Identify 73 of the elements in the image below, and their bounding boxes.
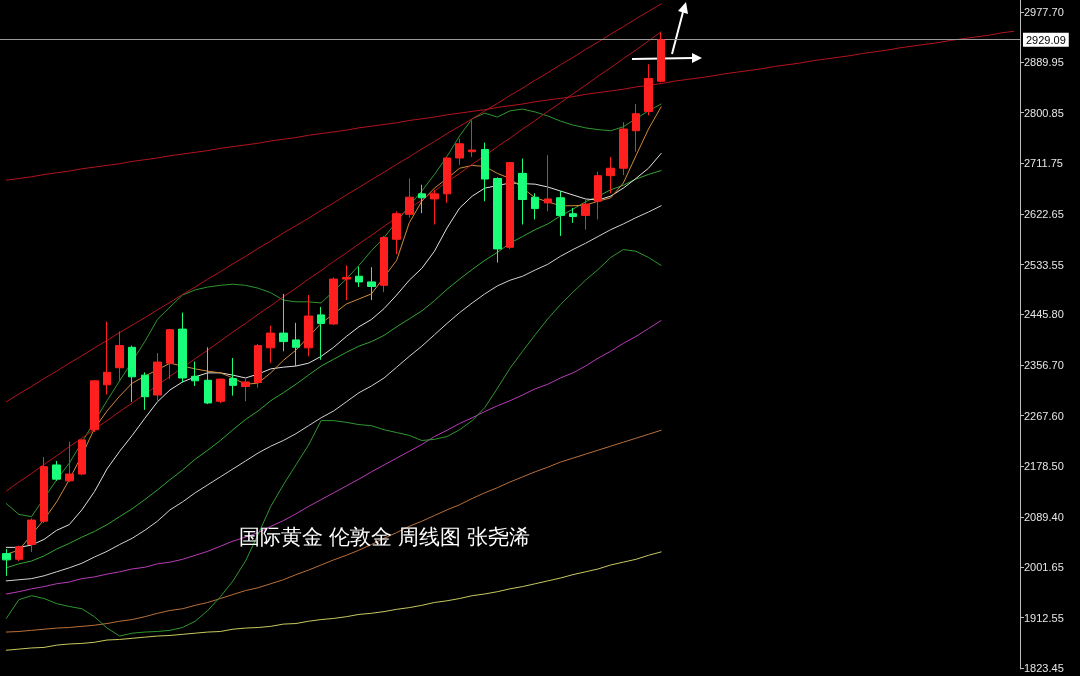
candlestick <box>468 120 476 158</box>
candlestick <box>254 343 262 389</box>
candlestick <box>518 158 527 226</box>
candlestick <box>506 161 514 250</box>
candlestick <box>40 456 48 524</box>
candlestick <box>418 184 426 214</box>
candlestick <box>531 192 539 220</box>
text: 国际黄金 伦敦金 周线图 张尧浠 <box>239 525 530 548</box>
candlestick <box>493 176 502 264</box>
y-tick-label: 1823.45 <box>1024 662 1064 675</box>
candlestick <box>78 438 86 476</box>
ref-line-label: 2929.09 <box>1026 33 1066 46</box>
candlestick <box>65 441 74 483</box>
y-tick-label: 2800.85 <box>1024 106 1064 119</box>
candlestick <box>355 266 363 288</box>
candlestick <box>15 545 23 562</box>
candlestick <box>216 378 225 404</box>
candlestick <box>52 460 61 482</box>
candlestick <box>292 322 300 367</box>
candlestick <box>481 142 489 202</box>
line-series <box>5 551 662 651</box>
y-tick-label: 2889.95 <box>1024 55 1064 68</box>
y-tick-label: 2977.70 <box>1024 6 1064 19</box>
line-series <box>5 249 662 637</box>
candlestick <box>594 171 602 220</box>
candlestick <box>115 330 124 382</box>
line-series <box>5 320 662 595</box>
candlestick <box>405 177 414 219</box>
candlestick <box>166 328 174 380</box>
candlestick <box>556 190 565 237</box>
candlestick <box>2 548 11 577</box>
candlestick <box>204 346 212 405</box>
candlestick <box>644 63 653 116</box>
candlestick <box>430 189 439 226</box>
candlestick <box>569 207 577 224</box>
candlestick <box>279 293 288 352</box>
y-tick-label: 2622.65 <box>1024 207 1064 220</box>
candlestick <box>455 138 464 166</box>
y-tick-label: 2001.65 <box>1024 560 1064 573</box>
y-tick-label: 2178.50 <box>1024 460 1064 473</box>
candlestick <box>141 371 149 411</box>
candlestick <box>342 264 351 301</box>
candlestick <box>27 517 36 553</box>
y-tick-label: 2356.70 <box>1024 359 1064 372</box>
candlestick <box>606 156 615 194</box>
candlestick <box>304 294 313 357</box>
candlestick <box>241 377 250 402</box>
candlestick <box>581 199 590 231</box>
candlestick <box>153 352 162 402</box>
candlestick <box>657 31 665 83</box>
candlestick <box>103 321 111 395</box>
candlestick <box>392 210 401 255</box>
candlestick <box>329 276 338 326</box>
y-tick-label: 1912.55 <box>1024 611 1064 624</box>
line-series <box>5 429 662 633</box>
y-tick-label: 2267.60 <box>1024 409 1064 422</box>
candlestick <box>619 121 628 176</box>
candlestick <box>128 345 136 403</box>
y-tick-label: 2445.80 <box>1024 308 1064 321</box>
candlestick <box>632 103 640 153</box>
y-tick-label: 2533.55 <box>1024 258 1064 271</box>
y-tick-label: 2089.40 <box>1024 511 1064 524</box>
candlestick <box>443 156 451 204</box>
candlestick <box>229 357 237 397</box>
y-tick-label: 2711.75 <box>1024 157 1063 170</box>
candlestick <box>90 379 99 433</box>
candlestick <box>317 306 325 361</box>
candlestick <box>178 312 187 384</box>
candlestick <box>380 235 388 293</box>
candlestick <box>266 325 275 364</box>
candlestick <box>544 154 552 212</box>
candlestick <box>191 361 199 387</box>
candlestick <box>367 266 376 301</box>
